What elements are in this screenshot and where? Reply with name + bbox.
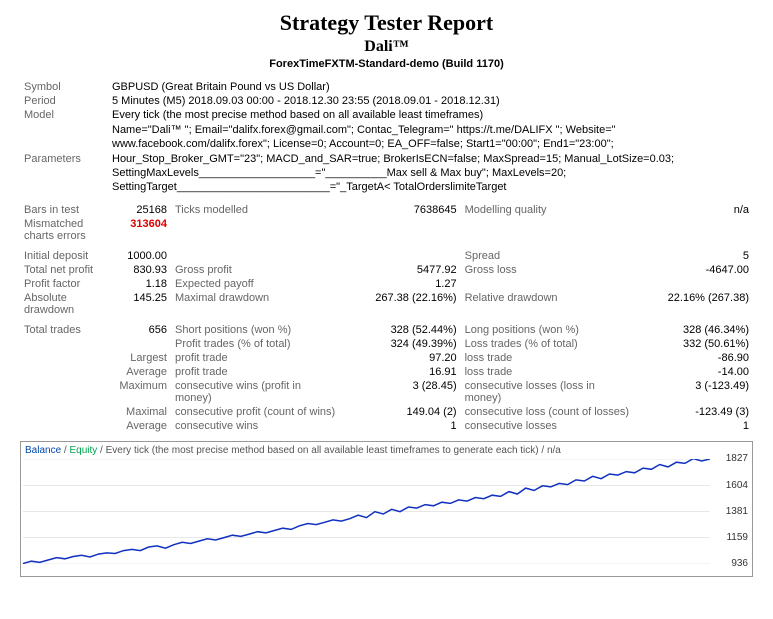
- ticks-modelled: 7638645: [343, 203, 461, 217]
- total-net-profit: 830.93: [108, 263, 171, 277]
- total-trades-label: Total trades: [20, 323, 108, 337]
- largest-profit-trade-label: profit trade: [171, 351, 343, 365]
- spread-value: 5: [635, 249, 753, 263]
- long-positions: 328 (46.34%): [635, 323, 753, 337]
- avg-cons-losses-label: consecutive losses: [461, 419, 635, 433]
- absolute-drawdown-label: Absolute drawdown: [20, 291, 108, 317]
- maximal-label: Maximal: [108, 405, 171, 419]
- relative-drawdown: 22.16% (267.38): [635, 291, 753, 317]
- modelling-quality-label: Modelling quality: [461, 203, 635, 217]
- largest-label: Largest: [108, 351, 171, 365]
- average-profit-trade-label: profit trade: [171, 365, 343, 379]
- chart-legend: Balance / Equity / Every tick (the most …: [23, 444, 750, 457]
- parameters-label: Parameters: [20, 122, 108, 195]
- loss-trades: 332 (50.61%): [635, 337, 753, 351]
- expected-payoff: 1.27: [343, 277, 461, 291]
- short-positions: 328 (52.44%): [343, 323, 461, 337]
- largest-profit-trade: 97.20: [343, 351, 461, 365]
- ticks-modelled-label: Ticks modelled: [171, 203, 343, 217]
- initial-deposit-label: Initial deposit: [20, 249, 108, 263]
- parameters-value: Name="Dali™ "; Email="dalifx.forex@gmail…: [108, 122, 753, 195]
- initial-deposit: 1000.00: [108, 249, 171, 263]
- gross-loss: -4647.00: [635, 263, 753, 277]
- legend-balance: Balance: [25, 445, 61, 456]
- max-cons-loss: -123.49 (3): [635, 405, 753, 419]
- legend-desc: Every tick (the most precise method base…: [106, 445, 539, 456]
- average-label: Average: [108, 365, 171, 379]
- profit-factor: 1.18: [108, 277, 171, 291]
- average-loss-trade-label: loss trade: [461, 365, 635, 379]
- mismatched-value: 313604: [108, 217, 171, 243]
- absolute-drawdown: 145.25: [108, 291, 171, 317]
- server-info: ForexTimeFXTM-Standard-demo (Build 1170): [20, 58, 753, 70]
- profit-factor-label: Profit factor: [20, 277, 108, 291]
- gross-profit-label: Gross profit: [171, 263, 343, 277]
- chart-ylabel: 1159: [726, 532, 748, 543]
- short-positions-label: Short positions (won %): [171, 323, 343, 337]
- mismatched-label: Mismatched charts errors: [20, 217, 108, 243]
- avg-cons-wins-label: consecutive wins: [171, 419, 343, 433]
- info-table: Symbol GBPUSD (Great Britain Pound vs US…: [20, 80, 753, 433]
- bars-in-test-label: Bars in test: [20, 203, 108, 217]
- chart-ylabel: 1827: [726, 453, 748, 464]
- balance-chart: Balance / Equity / Every tick (the most …: [20, 441, 753, 577]
- chart-ylabel: 936: [731, 558, 748, 569]
- total-net-profit-label: Total net profit: [20, 263, 108, 277]
- report-title: Strategy Tester Report: [20, 10, 753, 36]
- period-label: Period: [20, 94, 108, 108]
- maximal-drawdown: 267.38 (22.16%): [343, 291, 461, 317]
- chart-svg-container: [23, 459, 710, 564]
- legend-na: n/a: [547, 445, 561, 456]
- max-cons-wins-label: consecutive wins (profit in money): [171, 379, 343, 405]
- loss-trades-label: Loss trades (% of total): [461, 337, 635, 351]
- max-cons-losses-label: consecutive losses (loss in money): [461, 379, 635, 405]
- symbol-label: Symbol: [20, 80, 108, 94]
- max-cons-profit-label: consecutive profit (count of wins): [171, 405, 343, 419]
- largest-loss-trade-label: loss trade: [461, 351, 635, 365]
- largest-loss-trade: -86.90: [635, 351, 753, 365]
- chart-ylabel: 1381: [726, 506, 748, 517]
- model-label: Model: [20, 108, 108, 122]
- ea-name: Dali™: [20, 38, 753, 56]
- expected-payoff-label: Expected payoff: [171, 277, 343, 291]
- gross-profit: 5477.92: [343, 263, 461, 277]
- symbol-value: GBPUSD (Great Britain Pound vs US Dollar…: [108, 80, 753, 94]
- profit-trades: 324 (49.39%): [343, 337, 461, 351]
- max-cons-profit: 149.04 (2): [343, 405, 461, 419]
- legend-equity: Equity: [69, 445, 97, 456]
- maximal-drawdown-label: Maximal drawdown: [171, 291, 343, 317]
- avg-cons-wins: 1: [343, 419, 461, 433]
- profit-trades-label: Profit trades (% of total): [171, 337, 343, 351]
- max-cons-losses: 3 (-123.49): [635, 379, 753, 405]
- chart-svg: [23, 459, 710, 564]
- average-loss-trade: -14.00: [635, 365, 753, 379]
- average-profit-trade: 16.91: [343, 365, 461, 379]
- model-value: Every tick (the most precise method base…: [108, 108, 753, 122]
- chart-ylabel: 1604: [726, 480, 748, 491]
- max-cons-wins: 3 (28.45): [343, 379, 461, 405]
- period-value: 5 Minutes (M5) 2018.09.03 00:00 - 2018.1…: [108, 94, 753, 108]
- bars-in-test: 25168: [108, 203, 171, 217]
- max-cons-loss-label: consecutive loss (count of losses): [461, 405, 635, 419]
- maximum-label: Maximum: [108, 379, 171, 405]
- average-label-2: Average: [108, 419, 171, 433]
- avg-cons-losses: 1: [635, 419, 753, 433]
- modelling-quality: n/a: [635, 203, 753, 217]
- long-positions-label: Long positions (won %): [461, 323, 635, 337]
- relative-drawdown-label: Relative drawdown: [461, 291, 635, 317]
- spread-label: Spread: [461, 249, 635, 263]
- total-trades: 656: [108, 323, 171, 337]
- chart-ylabels: 1827160413811159936: [708, 459, 748, 564]
- gross-loss-label: Gross loss: [461, 263, 635, 277]
